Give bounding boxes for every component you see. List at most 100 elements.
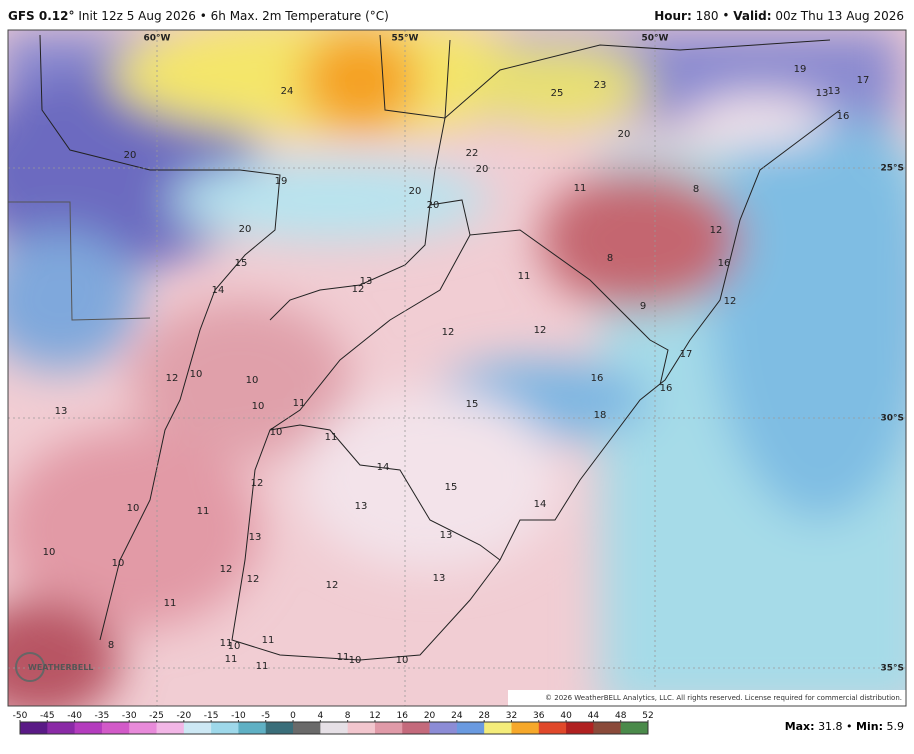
temperature-value: 10 [270,427,283,438]
temperature-value: 17 [857,75,870,86]
temperature-value: 17 [680,349,693,360]
colorbar-segment [374,722,403,734]
temperature-value: 10 [396,655,409,666]
lon-label: 60°W [144,34,171,44]
header-right: Hour: 180 • Valid: 00z Thu 13 Aug 2026 [654,9,904,23]
logo-mark [15,652,45,682]
colorbar-segment [456,722,485,734]
footer: Max: 31.8 • Min: 5.9 [785,720,904,733]
colorbar-label: 12 [369,711,380,721]
colorbar-label: 4 [317,711,323,721]
temperature-value: 11 [256,661,269,672]
temperature-value: 10 [112,558,125,569]
lat-label: 30°S [880,414,904,424]
temperature-value: 11 [220,638,233,649]
valid: 00z Thu 13 Aug 2026 [775,9,904,23]
temperature-value: 10 [349,655,362,666]
temperature-value: 13 [355,501,368,512]
colorbar-segment [183,722,212,734]
temperature-value: 16 [660,383,673,394]
colorbar-label: 20 [424,711,436,721]
colorbar-segment [265,722,294,734]
colorbar-segment [211,722,239,734]
temperature-value: 24 [281,86,294,97]
colorbar-segment [620,722,649,734]
temperature-value: 12 [166,373,179,384]
colorbar-segment [538,722,567,734]
colorbar-segment [238,722,267,734]
colorbar-label: -15 [204,711,219,721]
colorbar-label: -25 [149,711,164,721]
temperature-value: 15 [466,399,479,410]
hour: 180 [696,9,719,23]
temperature-value: 16 [591,373,604,384]
temperature-value: 12 [442,327,455,338]
temperature-value: 11 [262,635,275,646]
colorbar-label: 28 [478,711,490,721]
temperature-value: 10 [252,401,265,412]
lat-label: 25°S [880,164,904,174]
temperature-value: 13 [816,88,829,99]
colorbar-segment [101,722,130,734]
colorbar-label: 24 [451,711,463,721]
temperature-value: 23 [594,80,607,91]
temperature-value: 13 [55,406,68,417]
temperature-value: 20 [427,200,440,211]
colorbar-segment [320,722,349,734]
border [8,201,151,321]
border [429,199,669,386]
colorbar-segment [566,722,594,734]
temperature-value: 14 [377,462,390,473]
temperature-value: 11 [325,432,338,443]
temperature-value: 20 [124,150,137,161]
temperature-value: 19 [275,176,288,187]
temperature-value: 13 [433,573,446,584]
temperature-value: 25 [551,88,564,99]
border [269,424,501,561]
lon-label: 50°W [642,34,669,44]
borders [8,34,841,661]
colorbar-label: 16 [397,711,409,721]
hour-label: Hour: [654,9,692,23]
temperature-value: 8 [693,184,699,195]
temperature-value: 10 [228,641,241,652]
temperature-value: 15 [235,258,248,269]
temperature-value: 11 [197,506,210,517]
temperature-value: 19 [794,64,807,75]
min: 5.9 [887,720,905,733]
product: Init 12z 5 Aug 2026 • 6h Max. 2m Tempera… [78,9,389,23]
temperature-value: 16 [837,111,850,122]
temperature-value: 11 [164,598,177,609]
temperature-value: 12 [534,325,547,336]
colorbar-label: 8 [345,711,351,721]
temperature-value: 10 [190,369,203,380]
temperature-value: 16 [718,258,731,269]
colorbar-segment [484,722,512,734]
colorbar-label: -5 [261,711,270,721]
copyright-box [508,690,906,706]
temperature-value: 20 [476,164,489,175]
colorbar-label: -45 [40,711,55,721]
temperature-value: 10 [246,375,259,386]
max-label: Max: [785,720,815,733]
temperature-value: 13 [440,530,453,541]
temperature-value: 13 [360,276,373,287]
temperature-value: 18 [594,410,607,421]
colorbar-segment [593,722,622,734]
temperature-value: 12 [710,225,723,236]
temperature-value: 11 [574,183,587,194]
border [39,34,281,641]
temperature-value: 8 [108,640,114,651]
logo: WEATHERBELL [28,663,93,672]
temperature-value: 10 [43,547,56,558]
temperature-value: 12 [326,580,339,591]
temperature-value: 20 [239,224,252,235]
colorbar-label: -20 [176,711,191,721]
header-left: GFS 0.12° Init 12z 5 Aug 2026 • 6h Max. … [8,9,389,23]
temperature-value: 20 [618,129,631,140]
temperature-value: 15 [445,482,458,493]
temperature-value: 12 [220,564,233,575]
temperature-value: 13 [828,86,841,97]
valid-label: Valid: [733,9,771,23]
